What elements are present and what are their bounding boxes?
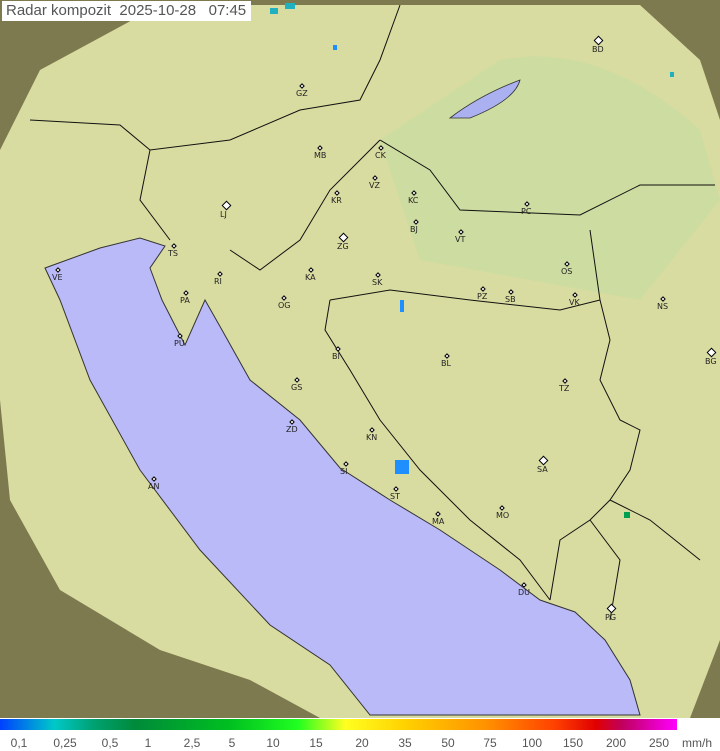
city-label: VE (52, 273, 63, 282)
city-label: SB (505, 295, 516, 304)
city-label: BG (705, 357, 717, 366)
borders (29, 4, 715, 621)
legend-tick-label: 2,5 (183, 736, 201, 750)
city-label: SI (340, 467, 348, 476)
legend-tick-label: 15 (309, 736, 323, 750)
legend-tick-label: 20 (355, 736, 369, 750)
city-label: AN (148, 482, 160, 491)
city-label: RI (214, 277, 222, 286)
city-label: ZD (286, 425, 298, 434)
city-label: MA (432, 517, 445, 526)
city-label: TS (168, 249, 178, 258)
lake-balaton (448, 79, 521, 119)
city-label: GZ (296, 89, 308, 98)
legend-tick-label: 5 (228, 736, 236, 750)
city-label: KR (331, 196, 342, 205)
city-label: KN (366, 433, 378, 442)
city-label: PU (174, 339, 185, 348)
legend-tick-label: 35 (398, 736, 412, 750)
city-label: NS (657, 302, 669, 311)
city-label: SK (372, 278, 383, 287)
city-label: PA (180, 296, 190, 305)
city-label: VZ (369, 181, 380, 190)
city-label: LJ (220, 210, 227, 219)
city-label: MO (496, 511, 510, 520)
legend-tick-label: 0,1 (10, 736, 28, 750)
city-label: CK (375, 151, 386, 160)
city-label: VT (455, 235, 466, 244)
legend-tick-label: 0,25 (53, 736, 77, 750)
city-label: SA (537, 465, 548, 474)
precipitation-color-scale (0, 719, 677, 730)
city-label: DU (518, 588, 531, 597)
legend-tick-label: 100 (521, 736, 543, 750)
adriatic-sea (44, 237, 641, 716)
city-label: TZ (559, 384, 570, 393)
map (0, 0, 720, 718)
city-label: MB (314, 151, 327, 160)
legend-tick-label: 150 (562, 736, 584, 750)
map-title: Radar kompozit 2025-10-28 07:45 (2, 1, 252, 21)
legend-tick-label: 1 (144, 736, 152, 750)
city-label: OS (561, 267, 573, 276)
city-label: ST (390, 492, 400, 501)
legend-tick-label: 200 (605, 736, 627, 750)
city-label: GS (291, 383, 303, 392)
legend-tick-label: 250 (648, 736, 670, 750)
legend-tick-label: 0,5 (101, 736, 119, 750)
city-label: PC (521, 207, 532, 216)
city-label: VK (569, 298, 580, 307)
city-label: BI (332, 352, 340, 361)
legend-unit: mm/h (682, 736, 712, 750)
city-label: BL (441, 359, 451, 368)
city-label: BD (592, 45, 604, 54)
city-label: KC (408, 196, 419, 205)
city-label: PZ (477, 292, 488, 301)
legend-tick-label: 10 (266, 736, 280, 750)
radar-echoes (270, 3, 674, 518)
city-label: PG (605, 613, 617, 622)
city-label: OG (278, 301, 291, 310)
city-label: KA (305, 273, 316, 282)
city-label: ZG (337, 242, 349, 251)
city-label: BJ (410, 225, 418, 234)
legend-tick-label: 50 (441, 736, 455, 750)
legend-tick-label: 75 (483, 736, 497, 750)
